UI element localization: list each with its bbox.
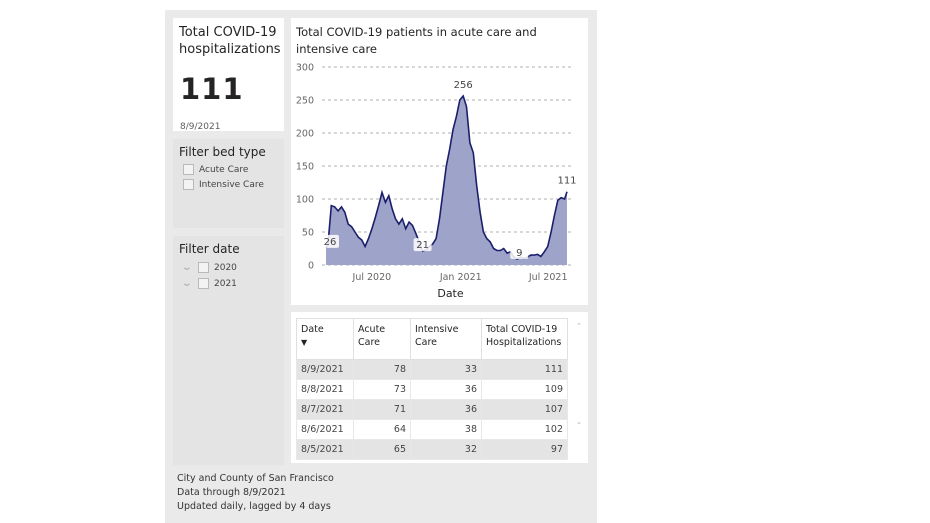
- data-label: 21: [416, 240, 429, 251]
- chart-card: Total COVID-19 patients in acute care an…: [291, 18, 588, 305]
- column-header-date[interactable]: Date ▼: [296, 318, 354, 360]
- y-tick-label: 0: [308, 261, 314, 272]
- checkbox[interactable]: [183, 179, 194, 190]
- kpi-card: Total COVID-19 hospitalizations 111 8/9/…: [173, 18, 284, 132]
- filter-date-title: Filter date: [179, 242, 240, 256]
- y-tick-label: 100: [296, 195, 314, 206]
- table-cell: 78: [353, 359, 411, 380]
- filter-option-intensive-care[interactable]: Intensive Care: [183, 179, 264, 190]
- y-tick-label: 50: [302, 228, 314, 239]
- x-tick-label: Jan 2021: [439, 272, 482, 283]
- chart-title: Total COVID-19 patients in acute care an…: [296, 25, 537, 56]
- filter-bed-title: Filter bed type: [179, 145, 266, 159]
- data-label: 26: [324, 237, 337, 248]
- table-cell: 73: [353, 379, 411, 400]
- table-cell: 109: [481, 379, 568, 400]
- table-cell: 38: [410, 419, 482, 440]
- x-axis-title: Date: [437, 287, 464, 300]
- x-tick-label: Jul 2020: [352, 272, 392, 283]
- table-cell: 8/7/2021: [296, 399, 354, 420]
- table-cell: 32: [410, 439, 482, 460]
- footer-line: City and County of San Francisco: [177, 473, 334, 484]
- table-row[interactable]: 8/7/2021 71 36 107: [296, 399, 568, 420]
- column-header-acute[interactable]: Acute Care: [353, 318, 411, 360]
- table-cell: 8/8/2021: [296, 379, 354, 400]
- column-header-total[interactable]: Total COVID-19 Hospitalizations: [481, 318, 568, 360]
- area-fill: [326, 96, 567, 265]
- table-cell: 65: [353, 439, 411, 460]
- column-header-intensive[interactable]: Intensive Care: [410, 318, 482, 360]
- data-label: 9: [516, 248, 522, 259]
- footer-line: Data through 8/9/2021: [177, 487, 286, 498]
- checkbox[interactable]: [198, 278, 209, 289]
- table-cell: 111: [481, 359, 568, 380]
- y-tick-label: 250: [296, 96, 314, 107]
- data-table-card: Date ▼ Acute Care Intensive Care Total CO…: [291, 312, 588, 463]
- table-cell: 8/5/2021: [296, 439, 354, 460]
- y-tick-label: 200: [296, 129, 314, 140]
- dashboard-panel: Total COVID-19 hospitalizations 111 8/9/…: [165, 10, 597, 523]
- checkbox[interactable]: [198, 262, 209, 273]
- data-table: Date ▼ Acute Care Intensive Care Total CO…: [296, 318, 568, 460]
- table-cell: 107: [481, 399, 568, 420]
- table-row[interactable]: 8/8/2021 73 36 109: [296, 379, 568, 400]
- table-row[interactable]: 8/5/2021 65 32 97: [296, 439, 568, 460]
- option-label: Acute Care: [199, 164, 249, 175]
- kpi-title: Total COVID-19 hospitalizations: [179, 25, 281, 57]
- y-tick-label: 300: [296, 63, 314, 74]
- filter-option-2020[interactable]: ⌄ 2020: [181, 262, 237, 273]
- table-cell: 71: [353, 399, 411, 420]
- data-label: 111: [557, 176, 576, 187]
- filter-bed-type: Filter bed type Acute Care Intensive Car…: [173, 139, 284, 228]
- data-label-bg: [413, 238, 432, 252]
- option-label: Intensive Care: [199, 179, 264, 190]
- chevron-down-icon[interactable]: ⌄: [181, 278, 193, 289]
- chevron-down-icon[interactable]: ⌄: [181, 262, 193, 273]
- table-row[interactable]: 8/6/2021 64 38 102: [296, 419, 568, 440]
- sort-descending-icon: ▼: [301, 338, 308, 347]
- data-label-bg: [321, 234, 339, 248]
- footer-line: Updated daily, lagged by 4 days: [177, 501, 331, 512]
- area-chart: 0 50 100 150 200 250 300 Jul 2020 Jan 2021 Jul 20…: [296, 63, 577, 301]
- kpi-value: 111: [180, 72, 244, 106]
- table-cell: 64: [353, 419, 411, 440]
- table-cell: 36: [410, 399, 482, 420]
- table-scrollbar[interactable]: ⌃ ⌄: [576, 322, 582, 426]
- table-cell: 36: [410, 379, 482, 400]
- option-label: 2020: [214, 262, 237, 273]
- table-cell: 8/6/2021: [296, 419, 354, 440]
- checkbox[interactable]: [183, 164, 194, 175]
- option-label: 2021: [214, 278, 237, 289]
- table-cell: 8/9/2021: [296, 359, 354, 380]
- filter-date: Filter date ⌄ 2020 ⌄ 2021: [173, 236, 284, 465]
- filter-option-acute-care[interactable]: Acute Care: [183, 164, 248, 175]
- table-row[interactable]: 8/9/2021 78 33 111: [296, 359, 568, 380]
- table-cell: 33: [410, 359, 482, 380]
- table-cell: 102: [481, 419, 568, 440]
- y-tick-label: 150: [296, 162, 314, 173]
- footer-notes: City and County of San Francisco Data th…: [177, 472, 334, 514]
- data-label: 256: [454, 80, 473, 91]
- x-tick-label: Jul 2021: [528, 272, 568, 283]
- data-label-bg: [510, 246, 529, 260]
- table-cell: 97: [481, 439, 568, 460]
- filter-option-2021[interactable]: ⌄ 2021: [181, 278, 237, 289]
- kpi-date: 8/9/2021: [180, 122, 221, 132]
